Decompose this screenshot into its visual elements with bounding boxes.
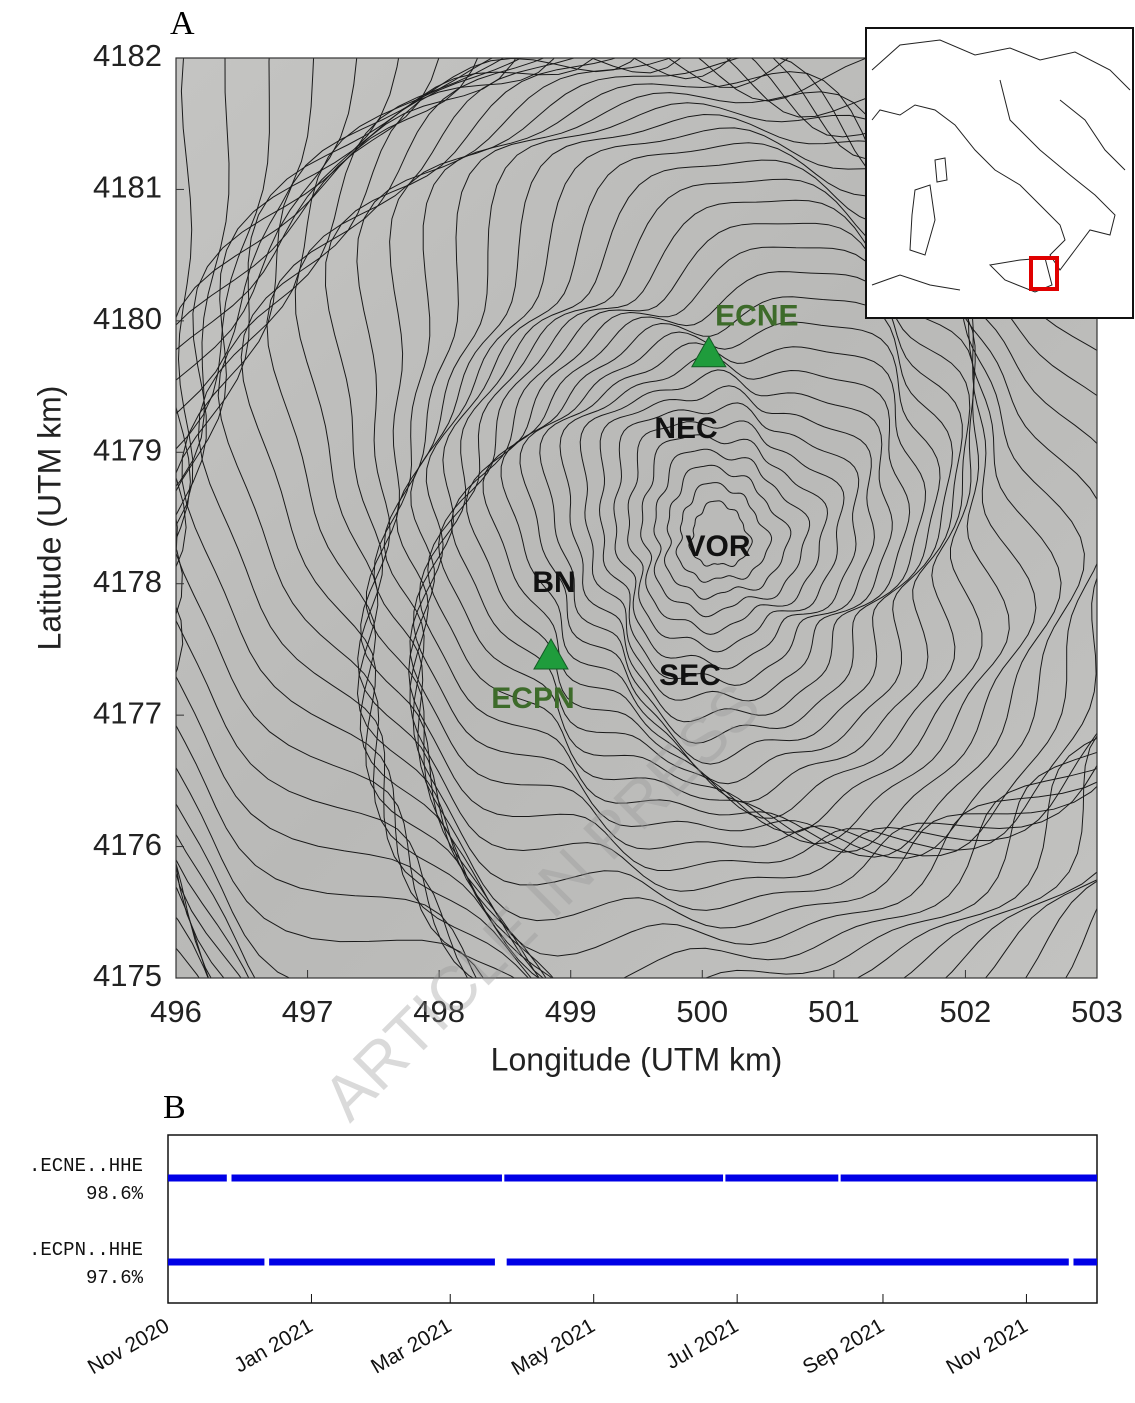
x-tick-label: 496 — [150, 994, 202, 1029]
data-segment — [269, 1259, 495, 1266]
panel-label: B — [163, 1089, 186, 1126]
x-tick-label: Jul 2021 — [662, 1314, 742, 1374]
x-tick-label: Mar 2021 — [367, 1314, 455, 1378]
y-tick-label: 4176 — [93, 827, 162, 862]
availability-label: 98.6% — [86, 1183, 144, 1205]
x-tick-label: 497 — [282, 994, 334, 1029]
x-tick-label: May 2021 — [508, 1314, 599, 1380]
y-tick-label: 4180 — [93, 301, 162, 336]
y-tick-label: 4178 — [93, 564, 162, 599]
y-tick-label: 4181 — [93, 170, 162, 205]
y-tick-label: 4175 — [93, 958, 162, 993]
availability-label: 97.6% — [86, 1267, 144, 1289]
y-tick-label: 4177 — [93, 695, 162, 730]
data-segment — [725, 1175, 838, 1182]
y-axis-label: Latitude (UTM km) — [31, 386, 67, 651]
inset-map — [866, 28, 1133, 318]
panel-label: A — [170, 5, 195, 42]
channel-label: .ECNE..HHE — [29, 1155, 143, 1177]
figure: A496497498499500501502503417541764177417… — [0, 0, 1135, 1403]
station-label: ECPN — [491, 682, 574, 715]
x-axis-label: Longitude (UTM km) — [491, 1041, 783, 1077]
channel-label: .ECPN..HHE — [29, 1239, 143, 1261]
x-tick-label: 499 — [545, 994, 597, 1029]
data-segment — [168, 1259, 264, 1266]
crater-label: NEC — [654, 412, 717, 445]
timeline-frame — [168, 1135, 1097, 1303]
y-tick-label: 4179 — [93, 432, 162, 467]
x-tick-label: Jan 2021 — [230, 1314, 316, 1377]
crater-label: VOR — [685, 530, 750, 563]
data-segment — [232, 1175, 502, 1182]
page: A496497498499500501502503417541764177417… — [0, 0, 1135, 1403]
station-label: ECNE — [715, 300, 798, 333]
y-tick-label: 4182 — [93, 38, 162, 73]
x-tick-label: Nov 2021 — [942, 1314, 1031, 1379]
x-tick-label: Nov 2020 — [84, 1314, 173, 1379]
data-segment — [168, 1175, 227, 1182]
x-tick-label: 502 — [940, 994, 992, 1029]
data-segment — [507, 1259, 1069, 1266]
x-tick-label: Sep 2021 — [799, 1314, 888, 1379]
data-segment — [504, 1175, 723, 1182]
x-tick-label: 500 — [676, 994, 728, 1029]
data-segment — [841, 1175, 1097, 1182]
x-tick-label: 501 — [808, 994, 860, 1029]
crater-label: BN — [532, 566, 575, 599]
data-segment — [1073, 1259, 1097, 1266]
x-tick-label: 503 — [1071, 994, 1123, 1029]
